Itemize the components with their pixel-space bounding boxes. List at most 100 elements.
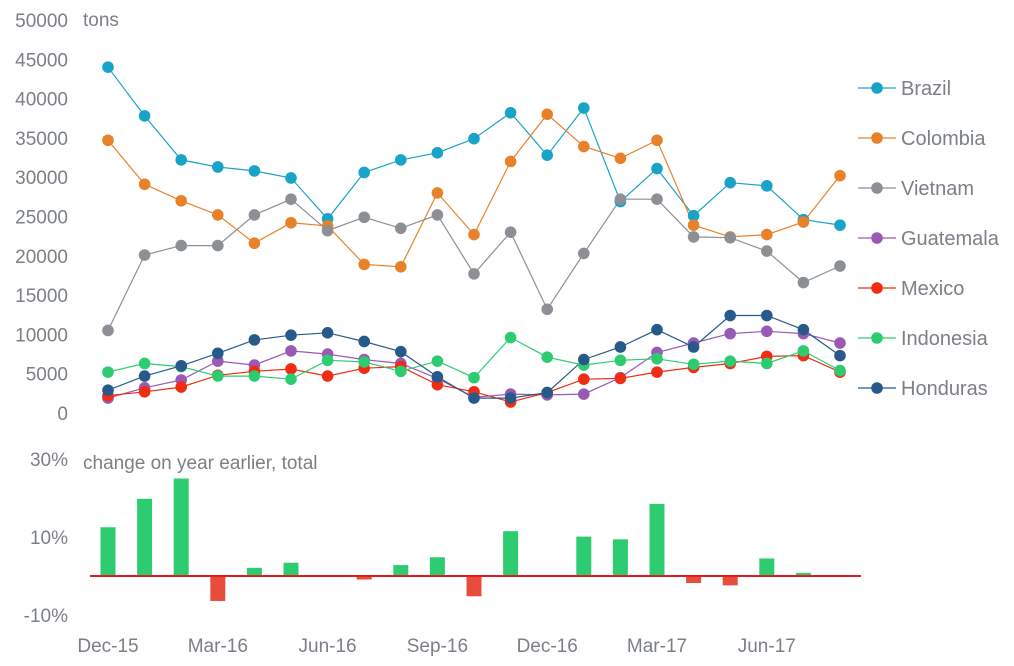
data-point-indonesia [687, 358, 700, 371]
data-point-indonesia [395, 365, 407, 378]
data-point-honduras [468, 392, 480, 404]
legend-label-brazil: Brazil [901, 78, 951, 100]
data-point-indonesia [321, 354, 334, 367]
data-point-vietnam [285, 193, 297, 206]
top-y-tick-label: 50000 [15, 11, 68, 32]
legend-marker-honduras [871, 382, 883, 394]
data-point-indonesia [834, 364, 846, 377]
legend-marker-vietnam [871, 182, 883, 194]
data-point-mexico [578, 373, 590, 386]
data-point-honduras [102, 384, 114, 397]
data-point-honduras [724, 309, 736, 322]
data-point-indonesia [614, 354, 627, 367]
data-point-guatemala [834, 337, 846, 349]
data-point-brazil [504, 106, 517, 119]
data-point-vietnam [578, 247, 590, 260]
change-bar [722, 576, 738, 586]
data-point-vietnam [468, 268, 480, 280]
data-point-colombia [248, 237, 261, 250]
x-tick-label: Mar-16 [188, 636, 248, 657]
legend-marker-mexico [871, 282, 883, 294]
top-y-tick-label: 25000 [15, 208, 68, 229]
data-point-honduras [175, 360, 187, 372]
legend-marker-colombia [871, 132, 883, 144]
change-bar [246, 567, 262, 576]
change-bar [503, 531, 519, 576]
data-point-indonesia [797, 345, 810, 357]
data-point-vietnam [651, 193, 663, 206]
data-point-indonesia [212, 370, 224, 382]
data-point-honduras [761, 309, 773, 322]
change-bar [173, 478, 189, 576]
data-point-guatemala [724, 327, 736, 340]
data-point-honduras [541, 386, 553, 399]
data-point-honduras [285, 329, 297, 341]
legend-item-vietnam: Vietnam [858, 178, 974, 200]
data-point-mexico [651, 366, 663, 378]
data-point-colombia [504, 155, 517, 168]
change-bar [393, 565, 409, 576]
change-bar [100, 527, 116, 576]
data-point-colombia [761, 228, 773, 241]
data-point-vietnam [761, 245, 773, 257]
data-point-indonesia [541, 351, 553, 363]
data-point-indonesia [504, 331, 517, 344]
data-point-honduras [834, 349, 846, 362]
change-bar [210, 576, 226, 601]
data-point-vietnam [797, 276, 810, 289]
data-point-brazil [358, 166, 371, 179]
data-point-brazil [395, 154, 407, 166]
data-point-colombia [651, 134, 663, 147]
data-point-vietnam [358, 211, 371, 224]
x-tick-label: Dec-16 [517, 636, 578, 657]
legend: Brazil Colombia Vietnam Guatemala Mexico Indo… [858, 78, 1000, 400]
data-point-honduras [651, 323, 663, 336]
data-point-indonesia [102, 366, 114, 378]
data-point-vietnam [724, 231, 736, 244]
legend-item-indonesia: Indonesia [858, 328, 989, 350]
data-point-guatemala [761, 325, 773, 338]
data-point-vietnam [431, 209, 444, 221]
bottom-y-tick-label: 10% [30, 528, 68, 549]
change-bar [795, 572, 811, 576]
bottom-y-axis: 30% 10% -10% [24, 450, 68, 627]
data-point-vietnam [321, 224, 334, 237]
data-point-colombia [358, 258, 371, 271]
change-bar [649, 503, 665, 576]
x-tick-label: Jun-16 [299, 636, 357, 657]
data-point-indonesia [761, 357, 773, 370]
data-point-mexico [285, 363, 297, 375]
change-bar [759, 558, 775, 576]
data-point-vietnam [504, 226, 517, 239]
data-point-colombia [834, 169, 846, 182]
data-point-brazil [651, 162, 663, 175]
data-point-indonesia [248, 370, 261, 382]
data-point-brazil [578, 102, 590, 114]
top-y-tick-label: 0 [57, 404, 68, 425]
data-point-mexico [138, 385, 151, 398]
data-point-colombia [431, 187, 444, 199]
data-point-colombia [285, 216, 297, 229]
data-point-brazil [102, 61, 114, 73]
legend-label-colombia: Colombia [901, 128, 986, 150]
data-point-vietnam [541, 303, 553, 316]
data-point-vietnam [687, 231, 700, 243]
legend-item-guatemala: Guatemala [858, 228, 1000, 250]
data-point-brazil [175, 154, 187, 166]
top-y-axis: 0 5000 10000 15000 20000 25000 30000 35000 40000… [15, 11, 68, 425]
data-point-colombia [468, 228, 480, 241]
top-y-tick-label: 30000 [15, 168, 68, 189]
legend-item-mexico: Mexico [858, 278, 964, 300]
legend-label-indonesia: Indonesia [901, 328, 989, 350]
data-point-colombia [614, 152, 627, 165]
bottom-y-tick-label: 30% [30, 450, 68, 471]
data-point-brazil [431, 147, 444, 159]
data-point-mexico [175, 381, 187, 393]
data-point-indonesia [431, 355, 444, 367]
change-bar [686, 576, 702, 584]
data-point-brazil [541, 149, 553, 161]
data-point-vietnam [248, 209, 261, 221]
legend-item-brazil: Brazil [858, 78, 951, 100]
